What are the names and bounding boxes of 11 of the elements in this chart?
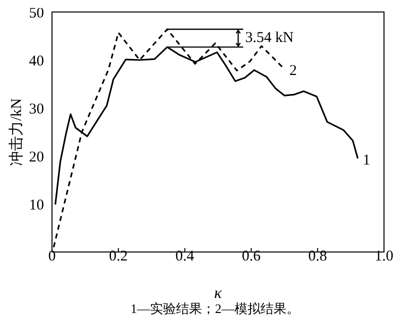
series-label: 2	[289, 63, 297, 80]
y-tick-label: 30	[29, 101, 44, 118]
text: 1—实验结果；2—模拟结果。	[130, 300, 300, 318]
y-tick-label: 10	[29, 197, 44, 214]
y-tick-label: 20	[29, 149, 44, 166]
x-axis-title: κ	[214, 285, 222, 302]
series-label: 1	[362, 152, 370, 168]
annotation: 3.54 kN	[245, 30, 294, 46]
y-tick-label: 40	[29, 53, 44, 70]
y-axis-title: 冲击力/kN	[8, 98, 25, 166]
x-tick-label: 1.0	[374, 248, 394, 265]
